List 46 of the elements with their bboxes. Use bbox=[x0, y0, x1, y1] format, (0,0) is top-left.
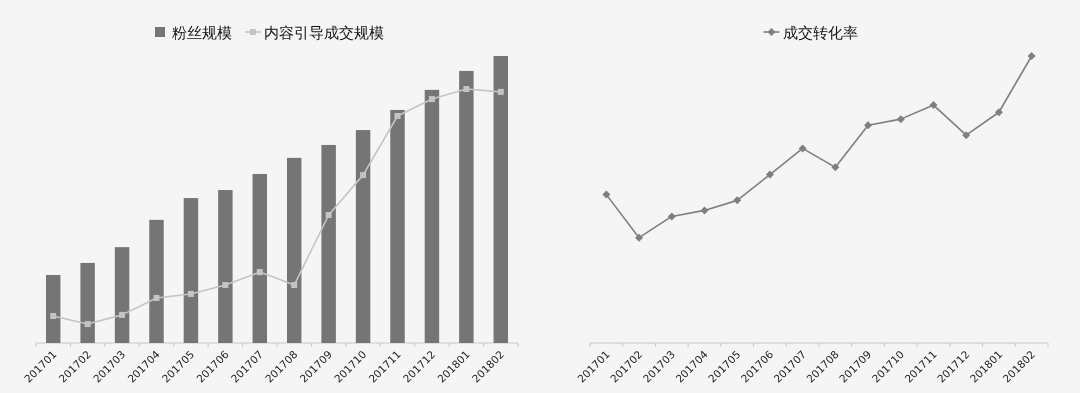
bar bbox=[183, 198, 199, 343]
point bbox=[394, 112, 401, 119]
bar bbox=[114, 247, 130, 343]
bar bbox=[459, 70, 474, 343]
point bbox=[497, 88, 504, 95]
point bbox=[962, 131, 971, 140]
legend-label: 内容引导成交规模 bbox=[264, 24, 384, 42]
point bbox=[733, 196, 742, 205]
point bbox=[84, 321, 91, 328]
point bbox=[667, 212, 676, 221]
point bbox=[929, 101, 938, 110]
legend: 成交转化率 bbox=[762, 24, 858, 42]
bar bbox=[45, 274, 61, 343]
bar bbox=[493, 56, 509, 343]
point bbox=[463, 86, 470, 93]
point bbox=[222, 282, 229, 289]
bar bbox=[80, 262, 95, 343]
point bbox=[765, 170, 774, 179]
point bbox=[864, 121, 873, 130]
point bbox=[896, 115, 905, 124]
bar bbox=[286, 157, 302, 343]
point bbox=[1027, 52, 1036, 60]
point bbox=[602, 190, 611, 199]
point bbox=[50, 313, 57, 320]
legend-label: 粉丝规模 bbox=[172, 24, 232, 42]
bar bbox=[355, 130, 371, 343]
point bbox=[153, 294, 160, 301]
bar bbox=[390, 109, 405, 343]
point bbox=[187, 290, 194, 297]
point bbox=[291, 282, 298, 289]
point bbox=[994, 108, 1003, 117]
point bbox=[635, 233, 644, 242]
legend-label: 成交转化率 bbox=[782, 24, 858, 42]
bar bbox=[321, 144, 336, 343]
point bbox=[119, 311, 126, 318]
point bbox=[325, 212, 332, 218]
point bbox=[428, 96, 435, 103]
bar bbox=[149, 219, 164, 343]
point bbox=[831, 163, 840, 172]
point bbox=[256, 269, 263, 276]
bar bbox=[252, 173, 268, 343]
point bbox=[798, 144, 807, 153]
point bbox=[360, 172, 367, 179]
point bbox=[700, 206, 709, 215]
bar bbox=[218, 190, 233, 343]
bar bbox=[424, 89, 440, 343]
